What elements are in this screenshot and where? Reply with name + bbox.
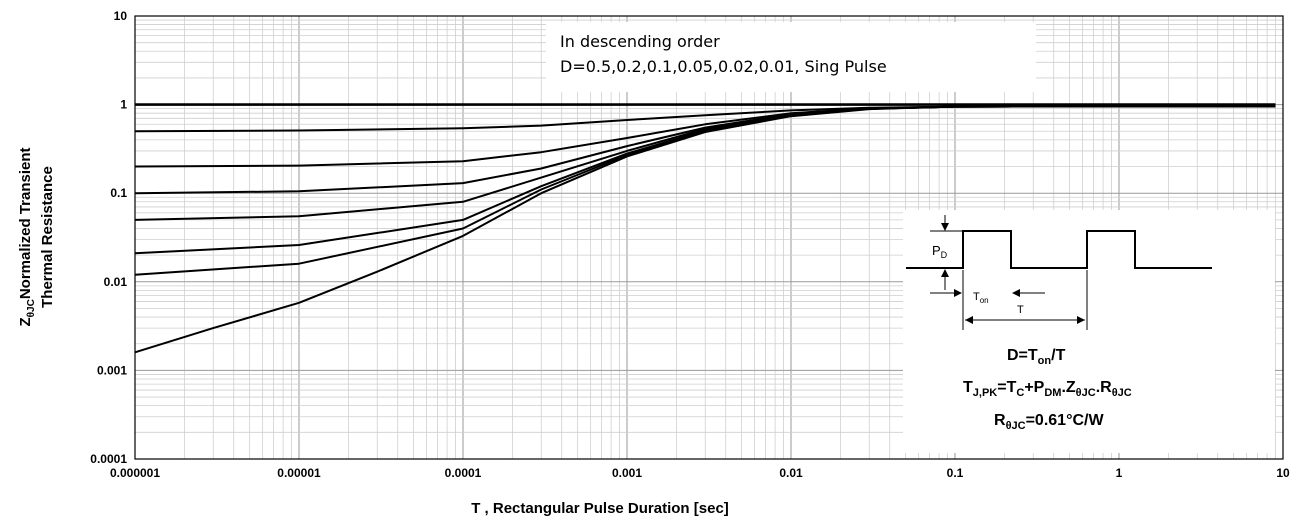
pulse-waveform [906,230,1212,269]
y-tick-label: 0.0001 [90,452,127,466]
x-tick-label: 0.000001 [110,466,160,480]
arrowhead [941,223,949,231]
x-axis-title: T , Rectangular Pulse Duration [sec] [471,500,729,517]
ton-label: Ton [973,291,989,305]
x-tick-label: 0.00001 [277,466,321,480]
arrowhead [1012,289,1020,297]
x-tick-label: 0.1 [947,466,964,480]
formula-junction: TJ,PK=TC+PDM.ZθJC.RθJC [963,379,1132,399]
y-tick-label: 0.001 [97,363,127,377]
x-tick-label: 10 [1276,466,1290,480]
x-tick-label: 1 [1116,466,1123,480]
legend-line-1: In descending order [560,32,720,51]
y-tick-labels: 0.0001 0.001 0.01 0.1 1 10 [90,9,127,466]
y-tick-label: 1 [120,98,127,112]
arrowhead [954,289,962,297]
arrowheads [941,223,1085,324]
series-line-8 [134,105,1276,354]
arrowhead [1077,316,1085,324]
y-axis-title: ZθJCNormalized Transient Thermal Resista… [17,147,56,326]
y-axis-title-line-2: Thermal Resistance [39,166,56,308]
pd-label: PD [932,243,948,260]
legend-line-2: D=0.5,0.2,0.1,0.05,0.02,0.01, Sing Pulse [560,57,887,76]
x-tick-label: 0.0001 [445,466,482,480]
formula-duty: D=Ton/T [1007,347,1066,367]
inset-box [903,210,1275,453]
y-tick-label: 10 [114,9,128,23]
x-tick-label: 0.001 [612,466,642,480]
formula-resistance: RθJC=0.61°C/W [994,412,1104,432]
arrowhead [941,269,949,277]
x-tick-labels: 0.000001 0.00001 0.0001 0.001 0.01 0.1 1 10 [110,466,1290,480]
y-axis-title-line-1: ZθJCNormalized Transient [17,147,37,326]
chart-grid [134,16,1283,460]
x-tick-label: 0.01 [779,466,803,480]
data-series-group [134,103,1276,354]
arrowhead [965,316,973,324]
legend-box [546,22,1036,92]
y-tick-label: 0.01 [104,275,128,289]
plot-frame [134,15,1284,460]
y-tick-label: 0.1 [110,186,127,200]
period-label: T [1017,304,1024,316]
